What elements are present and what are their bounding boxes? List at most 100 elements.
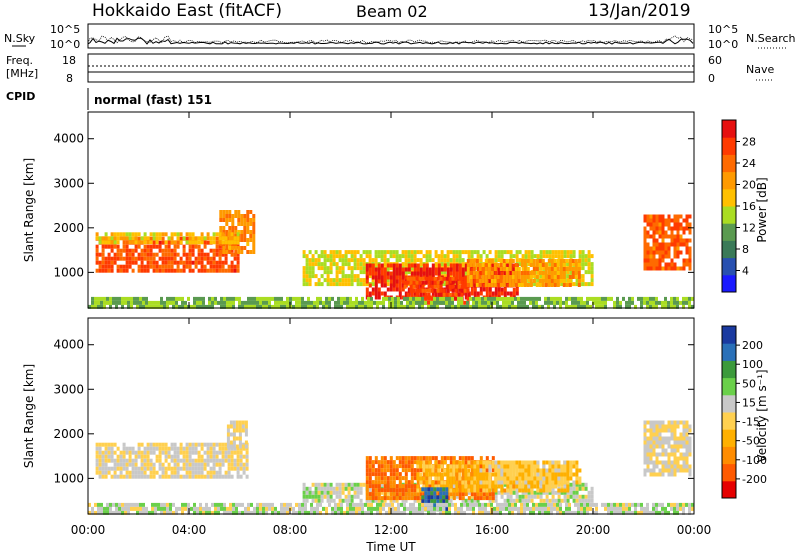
- heatmap-cell: [305, 282, 309, 287]
- heatmap-cell: [455, 250, 459, 255]
- heatmap-cell: [191, 236, 195, 241]
- heatmap-cell: [413, 498, 417, 503]
- heatmap-cell: [314, 282, 318, 287]
- heatmap-cell: [122, 454, 126, 459]
- heatmap-cell: [413, 263, 417, 268]
- heatmap-cell: [142, 296, 145, 301]
- heatmap-cell: [185, 458, 189, 463]
- heatmap-cell: [167, 244, 171, 249]
- heatmap-cell: [452, 482, 456, 487]
- heatmap-cell: [203, 442, 207, 447]
- heatmap-cell: [413, 460, 417, 465]
- heatmap-cell: [118, 300, 121, 305]
- heatmap-cell: [128, 256, 132, 261]
- heatmap-cell: [317, 254, 321, 259]
- heatmap-cell: [368, 492, 372, 497]
- heatmap-cell: [469, 275, 473, 279]
- heatmap-cell: [152, 260, 156, 265]
- heatmap-cell: [682, 226, 686, 231]
- heatmap-cell: [317, 486, 321, 491]
- heatmap-cell: [386, 476, 390, 481]
- heatmap-cell: [337, 502, 340, 507]
- heatmap-cell: [413, 488, 417, 493]
- heatmap-cell: [95, 458, 99, 463]
- heatmap-cell: [449, 498, 453, 503]
- colorbar-tick-label: 8: [742, 243, 749, 256]
- heatmap-cell: [172, 300, 175, 305]
- heatmap-cell: [548, 472, 552, 477]
- heatmap-cell: [335, 250, 339, 255]
- heatmap-cell: [158, 256, 162, 261]
- heatmap-cell: [107, 244, 111, 249]
- heatmap-cell: [388, 502, 391, 507]
- heatmap-cell: [338, 278, 342, 283]
- heatmap-cell: [229, 432, 233, 437]
- heatmap-cell: [211, 502, 214, 507]
- heatmap-cell: [442, 502, 445, 507]
- heatmap-cell: [242, 462, 246, 467]
- heatmap-cell: [395, 267, 399, 272]
- heatmap-cell: [533, 282, 537, 287]
- heatmap-cell: [94, 502, 97, 507]
- heatmap-cell: [685, 218, 689, 223]
- heatmap-cell: [685, 296, 688, 301]
- heatmap-cell: [688, 424, 692, 429]
- heatmap-cell: [149, 236, 153, 241]
- heatmap-cell: [170, 446, 174, 451]
- heatmap-cell: [316, 304, 319, 309]
- heatmap-cell: [425, 263, 429, 268]
- heatmap-cell: [469, 263, 473, 267]
- heatmap-cell: [125, 248, 129, 253]
- heatmap-cell: [430, 510, 433, 515]
- heatmap-cell: [328, 296, 331, 301]
- heatmap-cell: [194, 240, 198, 245]
- heatmap-cell: [167, 466, 171, 471]
- heatmap-cell: [676, 420, 680, 425]
- heatmap-cell: [374, 476, 378, 481]
- heatmap-cell: [481, 279, 485, 283]
- heatmap-cell: [191, 442, 195, 447]
- heatmap-cell: [218, 260, 222, 265]
- heatmap-cell: [371, 480, 375, 485]
- heatmap-cell: [496, 279, 500, 283]
- heatmap-cell: [365, 279, 369, 284]
- heatmap-cell: [136, 502, 139, 507]
- heatmap-cell: [524, 476, 528, 481]
- heatmap-cell: [231, 214, 235, 218]
- heatmap-cell: [655, 230, 659, 235]
- heatmap-cell: [439, 510, 442, 515]
- heatmap-cell: [344, 494, 348, 499]
- heatmap-cell: [452, 480, 456, 485]
- heatmap-cell: [161, 470, 165, 475]
- heatmap-cell: [128, 232, 132, 237]
- heatmap-cell: [310, 300, 313, 305]
- heatmap-cell: [283, 300, 286, 305]
- heatmap-cell: [376, 300, 379, 305]
- heatmap-cell: [467, 254, 471, 259]
- heatmap-cell: [536, 484, 540, 489]
- heatmap-cell: [341, 266, 345, 271]
- heatmap-cell: [374, 291, 378, 296]
- heatmap-cell: [530, 488, 534, 493]
- heatmap-cell: [470, 492, 474, 497]
- heatmap-cell: [413, 267, 417, 272]
- heatmap-cell: [161, 248, 165, 253]
- heatmap-cell: [230, 252, 234, 257]
- heatmap-cell: [377, 496, 381, 501]
- heatmap-cell: [259, 510, 262, 515]
- heatmap-cell: [149, 466, 153, 471]
- heatmap-cell: [484, 271, 488, 275]
- noise-panel: N.Sky 10^5 10^0 10^5 10^0 N.Search: [4, 23, 796, 51]
- heatmap-cell: [532, 296, 535, 301]
- heatmap-cell: [554, 476, 558, 481]
- heatmap-cell: [418, 288, 422, 293]
- heatmap-cell: [560, 472, 564, 477]
- heatmap-cell: [664, 254, 668, 259]
- heatmap-cell: [661, 428, 665, 433]
- heatmap-cell: [133, 502, 136, 507]
- heatmap-cell: [365, 460, 369, 465]
- heatmap-cell: [649, 266, 653, 271]
- heatmap-cell: [667, 472, 671, 477]
- heatmap-cell: [535, 300, 538, 305]
- heatmap-cell: [464, 263, 468, 268]
